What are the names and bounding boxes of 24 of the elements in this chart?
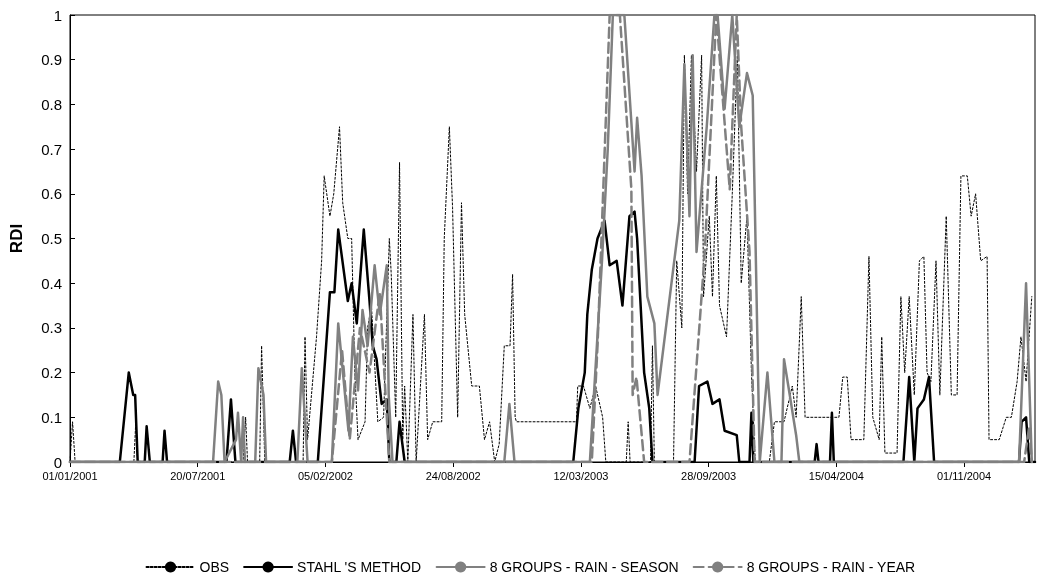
y-tick-label: 0.4 [41,274,62,292]
y-tick-label: 0.2 [41,364,62,382]
legend-label: STAHL 'S METHOD [297,559,422,575]
legend-label: 8 GROUPS - RAIN - YEAR [746,559,916,575]
y-tick-label: 0.8 [41,95,62,113]
y-tick-label: 1 [53,6,62,24]
x-tick-label: 01/01/2001 [42,469,98,482]
x-tick-label: 01/11/2004 [936,469,992,482]
legend-label: OBS [199,559,230,575]
y-tick-label: 0.7 [41,140,62,158]
x-tick-label: 28/09/2003 [681,469,737,482]
y-axis-title: RDI [7,223,26,254]
y-tick-label: 0.3 [41,319,62,337]
y-tick-label: 0.9 [41,51,62,69]
x-tick-label: 05/02/2002 [297,469,353,482]
y-tick-label: 0.1 [41,408,62,426]
y-tick-label: 0 [53,453,62,471]
x-tick-label: 15/04/2004 [808,469,864,482]
x-tick-label: 12/03/2003 [553,469,609,482]
y-tick-label: 0.5 [41,230,62,247]
x-tick-label: 24/08/2002 [425,469,481,482]
y-tick-label: 0.6 [41,185,62,203]
legend-label: 8 GROUPS - RAIN - SEASON [489,559,679,575]
x-tick-label: 20/07/2001 [170,469,226,482]
